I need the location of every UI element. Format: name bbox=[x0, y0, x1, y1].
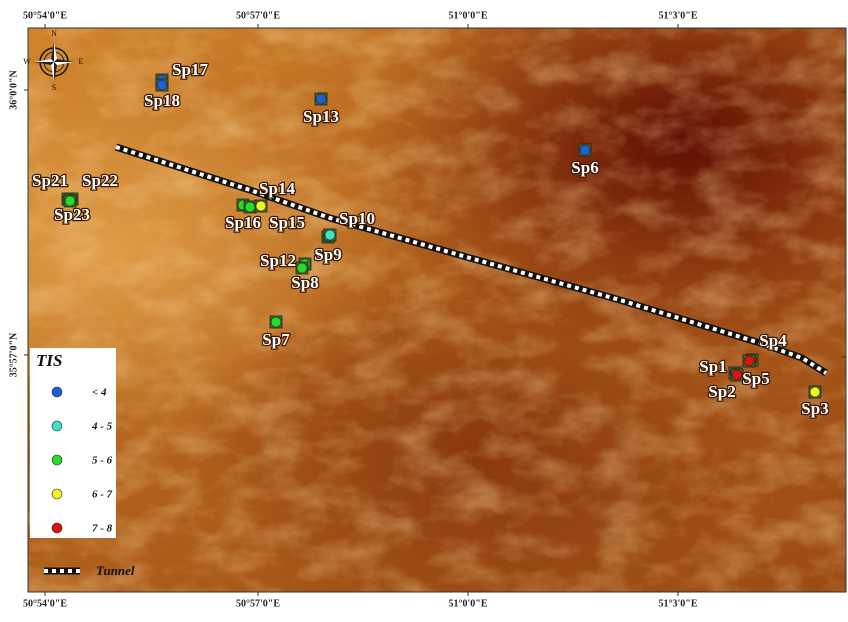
map: 50°54'0"E 50°57'0"E 51°0'0"E 51°3'0"E 50°54'… bbox=[0, 0, 848, 617]
sample-label: Sp12 bbox=[260, 251, 296, 270]
sample-label: Sp2 bbox=[708, 382, 735, 401]
sample-point bbox=[744, 356, 754, 366]
sample-label: Sp7 bbox=[262, 330, 290, 349]
compass-letter: N bbox=[51, 29, 57, 38]
sample-label: Sp10 bbox=[339, 209, 375, 228]
legend-label: 6 - 7 bbox=[92, 489, 113, 501]
sample-label: Sp13 bbox=[303, 107, 339, 126]
legend-symbol bbox=[52, 455, 62, 465]
left-coord-label: 36°0'0"N bbox=[8, 69, 19, 109]
sample-label: Sp18 bbox=[144, 91, 180, 110]
bottom-coord-label: 50°57'0"E bbox=[236, 598, 280, 609]
legend-box bbox=[30, 348, 116, 538]
sample-label: Sp3 bbox=[801, 399, 828, 418]
compass-letter: S bbox=[52, 83, 56, 92]
sample-label: Sp22 bbox=[82, 171, 118, 190]
top-coord-label: 51°3'0"E bbox=[659, 10, 698, 21]
sample-point bbox=[580, 145, 590, 155]
sample-label: Sp15 bbox=[269, 213, 305, 232]
sample-point bbox=[325, 230, 335, 240]
compass-letter: E bbox=[79, 57, 84, 66]
sample-label: Sp21 bbox=[32, 171, 68, 190]
sample-label: Sp9 bbox=[314, 245, 341, 264]
top-coord-label: 51°0'0"E bbox=[449, 10, 488, 21]
sample-label: Sp17 bbox=[172, 60, 208, 79]
legend-label: 5 - 6 bbox=[92, 455, 113, 467]
sample-label: Sp8 bbox=[291, 273, 318, 292]
sample-point bbox=[732, 370, 742, 380]
sample-point bbox=[245, 202, 255, 212]
legend-symbol bbox=[52, 523, 62, 533]
sample-label: Sp5 bbox=[742, 369, 769, 388]
legend-label: 4 - 5 bbox=[91, 421, 113, 433]
sample-point bbox=[256, 201, 266, 211]
sample-point bbox=[271, 317, 281, 327]
top-coord-label: 50°57'0"E bbox=[236, 10, 280, 21]
sample-label: Sp4 bbox=[759, 331, 787, 350]
legend-symbol bbox=[52, 387, 62, 397]
bottom-coord-label: 51°3'0"E bbox=[659, 598, 698, 609]
sample-label: Sp6 bbox=[571, 158, 598, 177]
legend-symbol bbox=[52, 489, 62, 499]
legend-tunnel-label: Tunnel bbox=[96, 563, 135, 578]
sample-point bbox=[297, 263, 307, 273]
legend-title: TIS bbox=[36, 351, 62, 370]
legend-symbol bbox=[52, 421, 62, 431]
sample-point bbox=[157, 80, 167, 90]
sample-label: Sp14 bbox=[259, 179, 295, 198]
sample-point bbox=[810, 387, 820, 397]
sample-label: Sp1 bbox=[699, 357, 726, 376]
legend-label: < 4 bbox=[92, 387, 107, 399]
top-coord-label: 50°54'0"E bbox=[23, 10, 67, 21]
compass-letter: W bbox=[23, 57, 31, 66]
sample-point bbox=[316, 94, 326, 104]
terrain-texture bbox=[28, 28, 846, 592]
sample-label: Sp23 bbox=[54, 205, 90, 224]
bottom-coord-label: 51°0'0"E bbox=[449, 598, 488, 609]
bottom-coord-label: 50°54'0"E bbox=[23, 598, 67, 609]
sample-label: Sp16 bbox=[225, 213, 261, 232]
legend-label: 7 - 8 bbox=[92, 523, 113, 535]
left-coord-label: 35°57'0"N bbox=[8, 332, 19, 377]
